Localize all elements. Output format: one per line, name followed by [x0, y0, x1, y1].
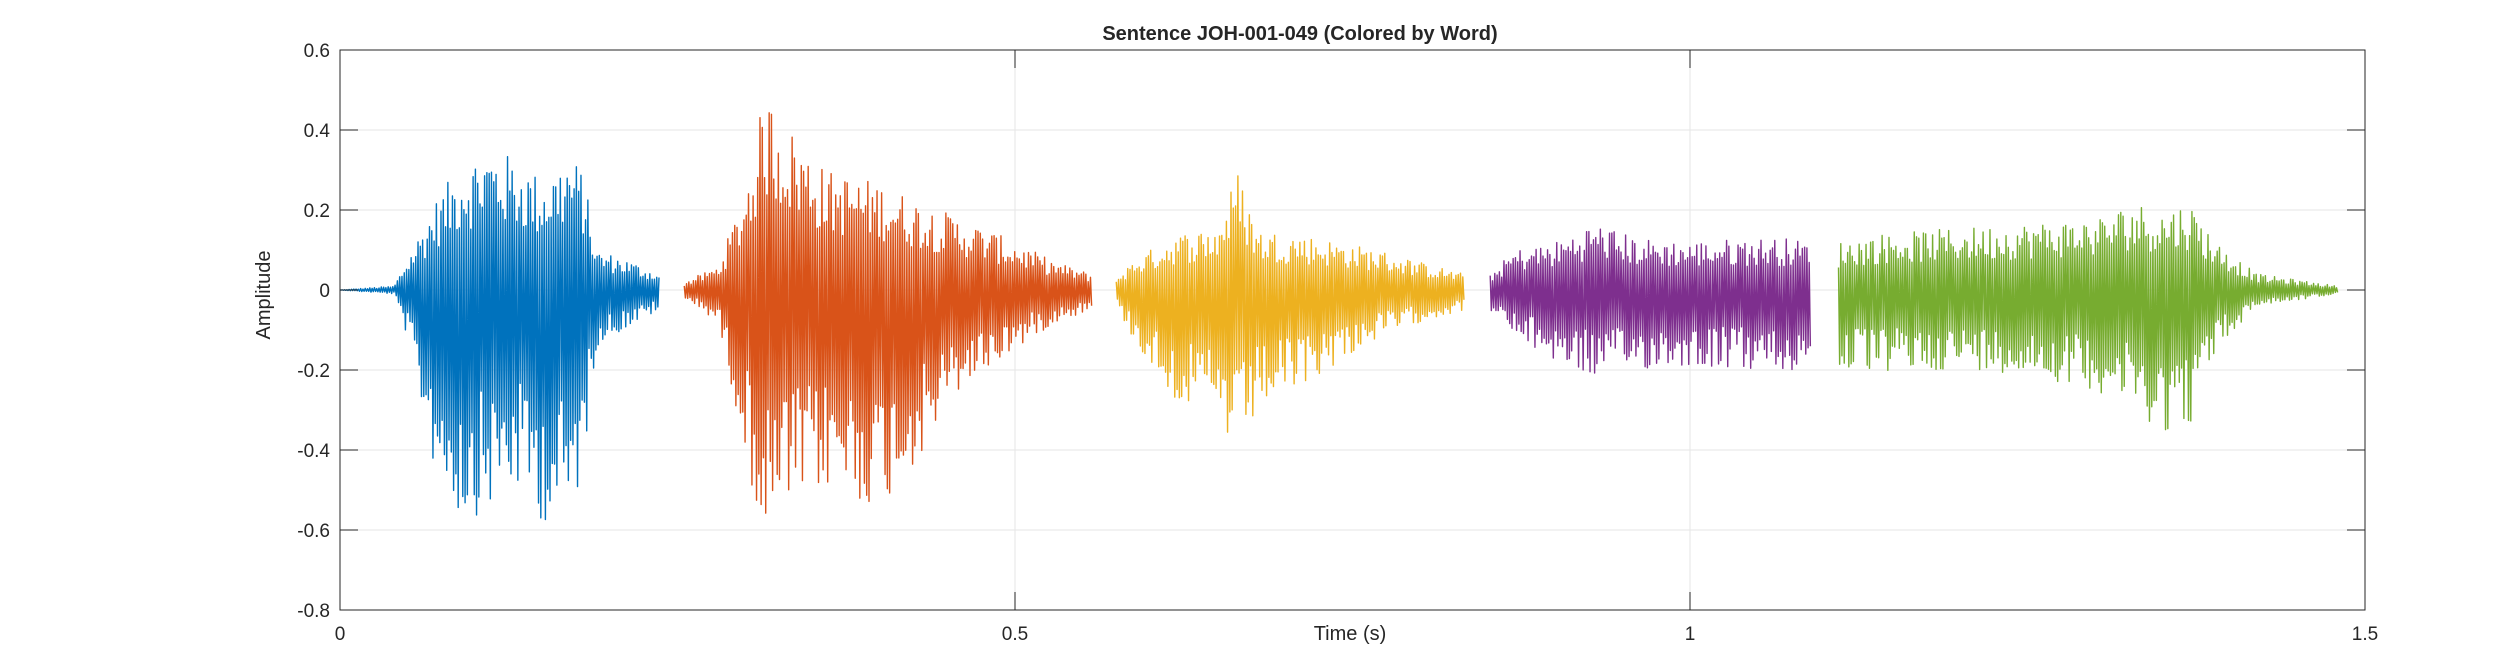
x-tick-label: 0.5	[1002, 624, 1028, 645]
waveform-series-2	[683, 112, 1093, 514]
y-tick-label: 0.6	[304, 41, 330, 62]
y-axis-label: Amplitude	[253, 251, 275, 340]
axis-ticks: 0 0.5 1 1.5 0.6 0.4 0.2 0 -0.2 -0.4 -0.6 -0.8	[297, 41, 2378, 645]
y-tick-label: 0.2	[304, 201, 330, 222]
x-tick-label: 1	[1685, 624, 1696, 645]
y-tick-label: -0.8	[297, 601, 330, 622]
y-tick-label: -0.4	[297, 441, 330, 462]
plot-area-border	[339, 49, 2366, 611]
waveform-series-4	[1489, 228, 1812, 374]
waveform-series-3	[1115, 175, 1465, 433]
y-tick-label: -0.2	[297, 361, 330, 382]
waveform-series-1	[339, 156, 660, 521]
x-tick-label: 0	[335, 624, 346, 645]
waveform-series-5	[1837, 206, 2339, 431]
y-tick-label: 0	[319, 281, 330, 302]
chart-title: Sentence JOH-001-049 (Colored by Word)	[1102, 23, 1497, 45]
y-tick-label: -0.6	[297, 521, 330, 542]
x-tick-label: 1.5	[2352, 624, 2378, 645]
series-group	[339, 112, 2339, 521]
x-axis-label: Time (s)	[1314, 623, 1387, 645]
y-tick-label: 0.4	[304, 121, 331, 142]
